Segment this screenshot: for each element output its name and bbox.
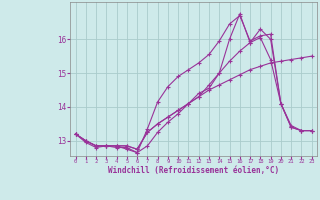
X-axis label: Windchill (Refroidissement éolien,°C): Windchill (Refroidissement éolien,°C) (108, 166, 279, 175)
